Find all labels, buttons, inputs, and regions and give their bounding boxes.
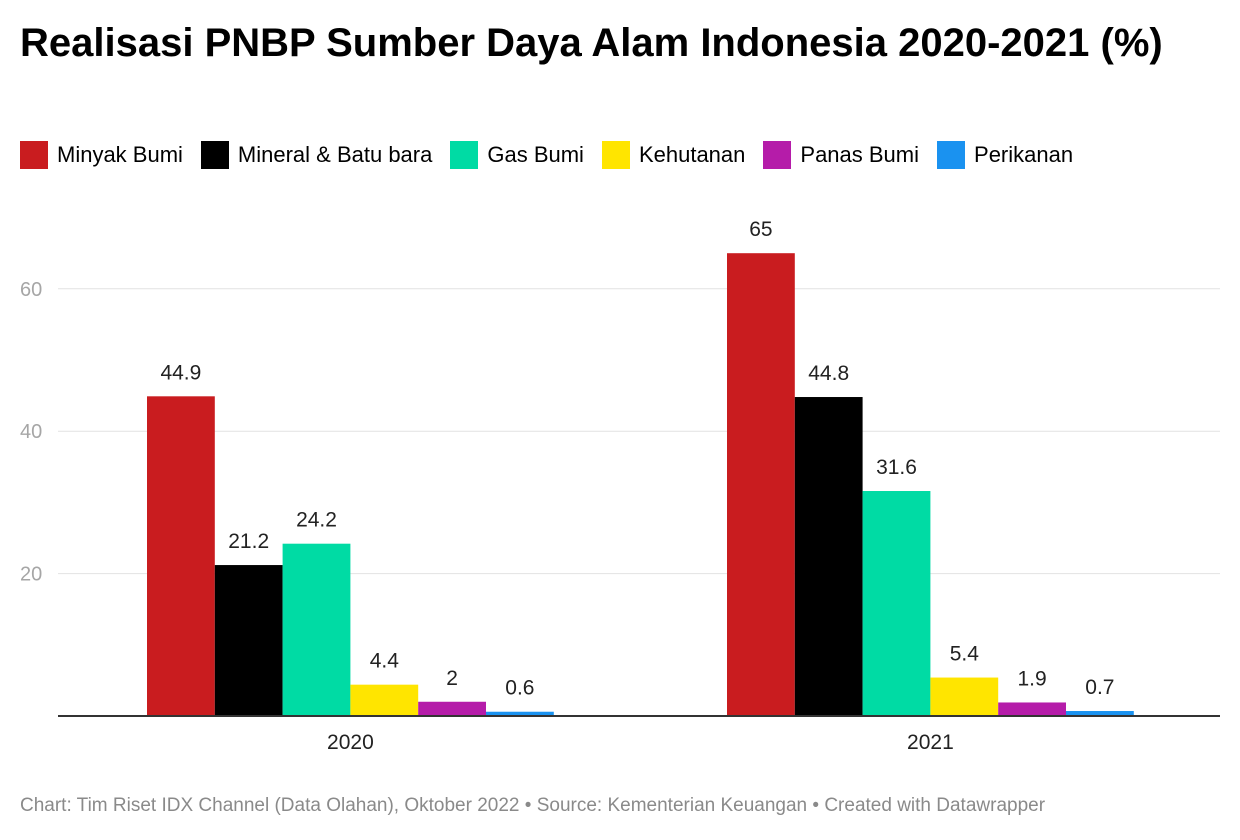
data-label: 44.9 bbox=[160, 361, 201, 384]
legend-swatch bbox=[20, 141, 48, 169]
data-label: 65 bbox=[749, 218, 772, 241]
bar bbox=[282, 543, 351, 716]
data-label: 24.2 bbox=[296, 509, 337, 532]
x-tick-label: 2020 bbox=[327, 731, 374, 754]
data-label: 0.6 bbox=[505, 677, 534, 700]
legend-swatch bbox=[450, 141, 479, 169]
data-label: 4.4 bbox=[370, 650, 400, 673]
data-label: 21.2 bbox=[228, 530, 269, 553]
data-label: 2 bbox=[446, 667, 458, 690]
chart-title: Realisasi PNBP Sumber Daya Alam Indonesi… bbox=[20, 21, 1163, 65]
legend-label: Minyak Bumi bbox=[57, 142, 183, 167]
legend-item-mineral-batu-bara: Mineral & Batu bara bbox=[200, 141, 433, 169]
y-tick-label: 20 bbox=[20, 564, 42, 586]
legend-label: Perikanan bbox=[974, 142, 1074, 167]
bar bbox=[1066, 711, 1134, 716]
legend-swatch bbox=[937, 141, 966, 169]
x-tick-label: 2021 bbox=[907, 731, 954, 754]
data-label: 1.9 bbox=[1017, 667, 1046, 690]
y-tick-label: 60 bbox=[20, 279, 42, 301]
data-label: 31.6 bbox=[876, 456, 917, 479]
data-label: 0.7 bbox=[1085, 676, 1114, 699]
bar bbox=[998, 702, 1066, 716]
chart-footer: Chart: Tim Riset IDX Channel (Data Olaha… bbox=[20, 795, 1046, 816]
bar bbox=[794, 397, 863, 716]
legend-label: Panas Bumi bbox=[800, 142, 920, 167]
legend-label: Gas Bumi bbox=[487, 142, 584, 167]
legend-item-perikanan: Perikanan bbox=[937, 141, 1073, 169]
legend-item-minyak-bumi: Minyak Bumi bbox=[20, 141, 183, 169]
legend-item-kehutanan: Kehutanan bbox=[601, 141, 746, 169]
legend: Minyak Bumi Mineral & Batu bara Gas Bumi… bbox=[20, 141, 1091, 169]
bar bbox=[727, 253, 795, 716]
legend-item-panas-bumi: Panas Bumi bbox=[763, 141, 919, 169]
bar bbox=[862, 491, 931, 716]
legend-swatch bbox=[200, 141, 229, 169]
bar bbox=[214, 565, 283, 716]
legend-swatch bbox=[601, 141, 630, 169]
bar bbox=[350, 684, 419, 716]
data-label: 5.4 bbox=[950, 643, 980, 666]
legend-item-gas-bumi: Gas Bumi bbox=[450, 141, 584, 169]
bar bbox=[147, 396, 215, 716]
legend-label: Kehutanan bbox=[638, 142, 746, 167]
bar bbox=[486, 711, 554, 716]
bar-chart: 20 40 60 44.9 21.2 24.2 4.4 2 0.6 2020 65 44.8 31.6 5… bbox=[20, 218, 1220, 754]
bar bbox=[930, 677, 999, 716]
legend-label: Mineral & Batu bara bbox=[237, 142, 433, 167]
bar bbox=[418, 701, 486, 716]
legend-swatch bbox=[763, 141, 792, 169]
y-tick-label: 40 bbox=[20, 421, 42, 443]
data-label: 44.8 bbox=[808, 362, 849, 385]
